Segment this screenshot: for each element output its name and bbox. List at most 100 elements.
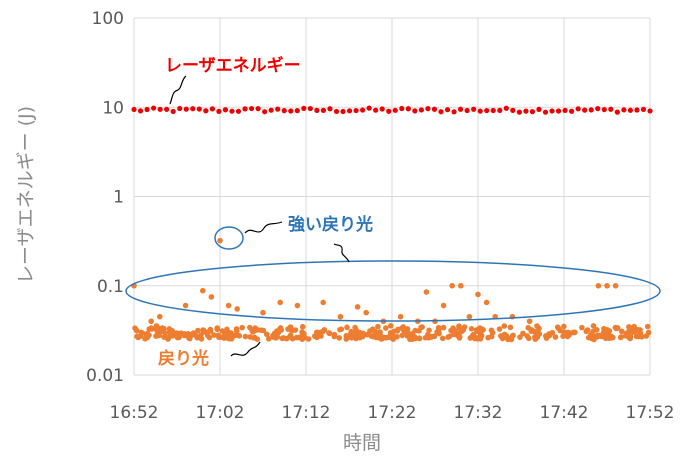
laser-energy-point xyxy=(562,107,568,114)
x-tick-label: 17:02 xyxy=(196,403,245,423)
laser-energy-point xyxy=(471,106,477,112)
return-light-outlier-point xyxy=(260,309,266,316)
laser-energy-point xyxy=(314,107,320,114)
return-light-point xyxy=(166,326,173,332)
return-light-point xyxy=(561,323,567,330)
return-light-point xyxy=(613,325,620,332)
laser-energy-point xyxy=(366,105,372,111)
x-tick-label: 17:42 xyxy=(540,403,589,423)
return-light-point xyxy=(148,325,155,331)
return-light-point xyxy=(388,331,395,338)
laser-energy-point xyxy=(497,107,503,114)
laser-energy-point xyxy=(431,106,438,112)
laser-energy-point xyxy=(327,106,333,112)
laser-energy-point xyxy=(516,109,522,115)
return-light-point xyxy=(221,332,228,339)
return-light-point xyxy=(643,333,650,339)
return-light-point xyxy=(601,327,608,334)
return-light-outlier-point xyxy=(294,302,301,309)
laser-energy-point xyxy=(444,107,451,113)
laser-energy-point xyxy=(536,106,542,112)
return-light-outlier-point xyxy=(363,309,370,316)
return-light-point xyxy=(583,328,590,335)
laser-energy-point xyxy=(523,108,529,114)
laser-energy-point xyxy=(392,107,398,113)
return-light-point xyxy=(570,329,576,336)
return-light-point xyxy=(219,328,226,334)
highlight-ellipse-return-band xyxy=(125,260,661,322)
laser-energy-point xyxy=(177,105,183,112)
return-light-point xyxy=(287,324,294,330)
y-tick-label: 0.1 xyxy=(97,277,124,297)
return-light-point xyxy=(585,334,592,341)
x-tick-label: 17:12 xyxy=(282,403,331,423)
return-light-outlier-point xyxy=(449,282,456,289)
laser-energy-point xyxy=(647,108,653,114)
return-light-point xyxy=(192,332,199,338)
return-light-point xyxy=(626,324,632,330)
laser-energy-point xyxy=(477,108,483,114)
y-tick-label: 100 xyxy=(92,9,124,29)
laser-energy-point xyxy=(346,108,353,114)
return-light-point xyxy=(597,332,603,339)
laser-energy-point xyxy=(353,107,359,114)
return-light-point xyxy=(409,336,416,343)
laser-energy-point xyxy=(307,105,313,112)
laser-energy-point xyxy=(503,105,509,111)
laser-energy-point xyxy=(320,107,327,113)
y-tick-label: 1 xyxy=(113,188,124,208)
return-light-point xyxy=(525,324,532,331)
return-light-point xyxy=(552,334,559,340)
laser-energy-point xyxy=(588,107,594,113)
laser-energy-point xyxy=(164,106,170,112)
return-light-point xyxy=(549,329,556,336)
return-light-point xyxy=(139,330,146,336)
laser-energy-point xyxy=(601,106,607,113)
return-light-outlier-point xyxy=(234,306,240,312)
return-light-point xyxy=(622,332,629,339)
laser-energy-point xyxy=(235,108,242,114)
laser-energy-point xyxy=(575,106,581,112)
laser-energy-point xyxy=(621,107,627,113)
leader-line-laser xyxy=(169,75,187,105)
return-light-point xyxy=(400,327,407,334)
return-light-point xyxy=(249,327,255,334)
return-light-point xyxy=(312,333,318,339)
return-light-point xyxy=(263,331,270,338)
laser-energy-point xyxy=(418,107,424,113)
laser-energy-point xyxy=(275,106,281,112)
laser-energy-point xyxy=(542,109,549,115)
return-light-outlier-point xyxy=(217,237,223,244)
return-light-outlier-point xyxy=(423,289,430,295)
laser-energy-point xyxy=(222,107,229,113)
return-light-point xyxy=(185,334,192,341)
laser-energy-point xyxy=(294,108,300,114)
return-light-point xyxy=(301,330,307,337)
return-light-point xyxy=(132,325,138,331)
return-light-point xyxy=(418,324,424,331)
laser-energy-point xyxy=(608,106,614,112)
return-light-point xyxy=(293,334,300,341)
return-light-point xyxy=(524,333,530,339)
return-light-point xyxy=(509,333,516,340)
return-light-point xyxy=(428,334,435,340)
laser-energy-point xyxy=(137,108,144,114)
return-light-point xyxy=(520,330,526,337)
return-light-point xyxy=(272,335,279,341)
return-light-point xyxy=(344,324,350,331)
return-light-point xyxy=(135,334,141,341)
return-light-outlier-point xyxy=(440,302,447,309)
return-light-point xyxy=(608,333,615,340)
return-light-point xyxy=(434,329,440,335)
return-light-point xyxy=(162,330,168,336)
laser-energy-point xyxy=(569,108,575,114)
laser-energy-point xyxy=(209,106,215,112)
return-light-outlier-point xyxy=(458,282,464,289)
return-light-outlier-point xyxy=(337,313,344,320)
laser-energy-point xyxy=(490,107,496,114)
laser-energy-point xyxy=(549,108,555,114)
return-light-point xyxy=(619,328,625,335)
return-light-point xyxy=(345,333,352,340)
return-light-point xyxy=(644,323,651,330)
return-light-point xyxy=(460,326,467,333)
